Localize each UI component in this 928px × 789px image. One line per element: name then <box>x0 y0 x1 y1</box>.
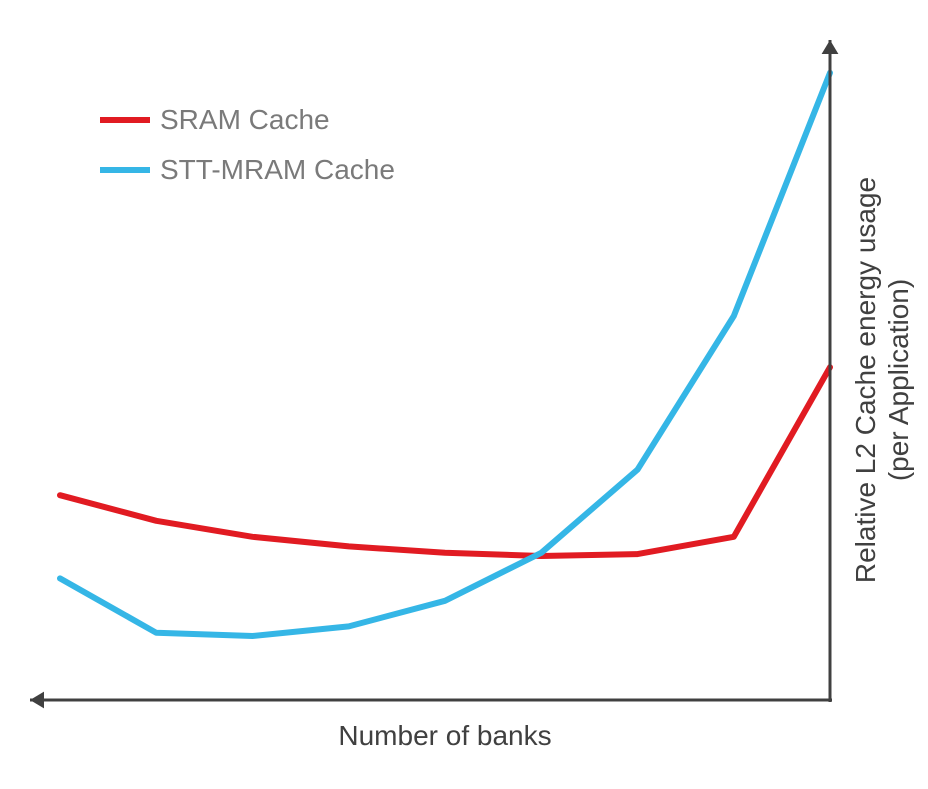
chart-svg: Number of banks Relative L2 Cache energy … <box>0 0 928 789</box>
line-chart: Number of banks Relative L2 Cache energy … <box>0 0 928 789</box>
legend-label-1: STT-MRAM Cache <box>160 154 395 185</box>
y-axis-label-line1: Relative L2 Cache energy usage <box>850 177 881 583</box>
x-axis-label: Number of banks <box>338 720 551 751</box>
legend-label-0: SRAM Cache <box>160 104 330 135</box>
y-axis-label-line2: (per Application) <box>883 279 914 481</box>
